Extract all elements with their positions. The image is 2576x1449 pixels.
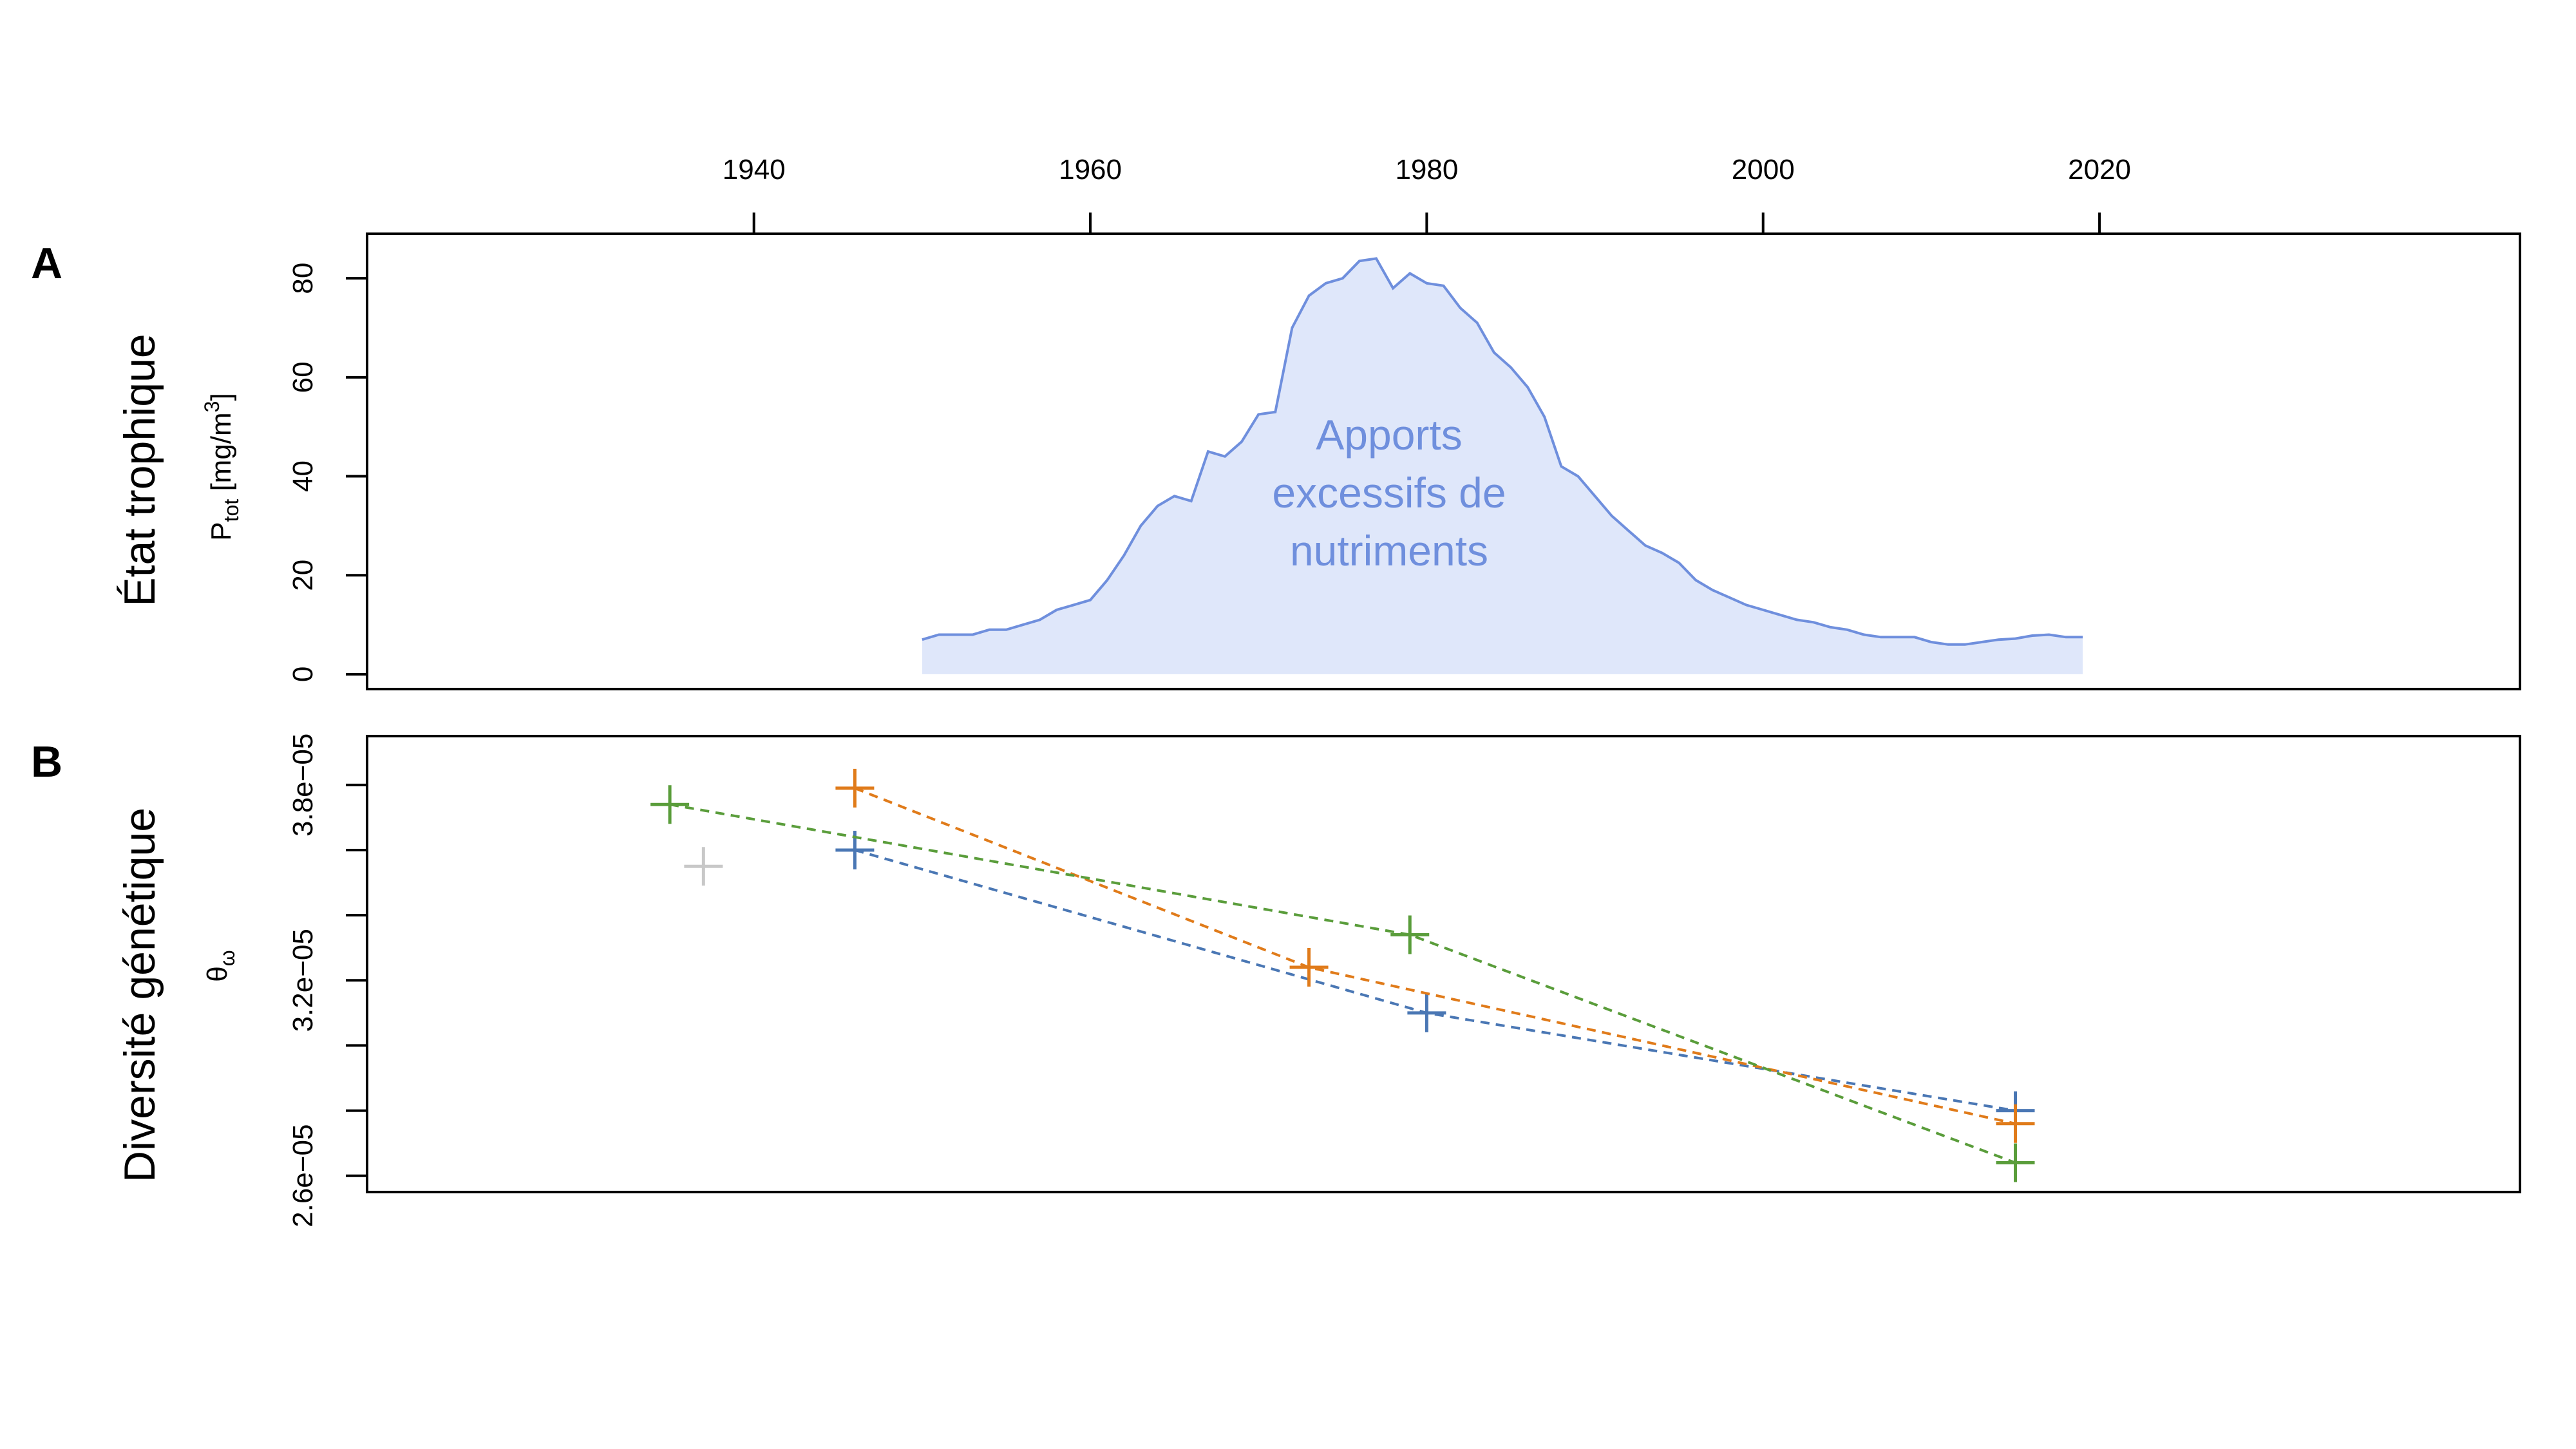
series-1-point-2	[1996, 1104, 2035, 1143]
annotation-line-2: excessifs de	[1272, 469, 1506, 516]
series-2-point-2	[1996, 1143, 2035, 1182]
phosphorus-area	[922, 258, 2083, 674]
b-y-tick-label-3: 3.2e−05	[287, 929, 319, 1032]
unit-a-sup: 3	[200, 401, 223, 413]
x-tick-label-2020: 2020	[2068, 154, 2131, 185]
panel-a-frame	[366, 232, 2521, 690]
panel-b-unit-label: θω	[202, 950, 239, 981]
a-y-tick-label-60: 60	[287, 361, 319, 393]
panel-b-plot: 2.6e−05 3.2e−05 3.8e−05	[287, 734, 2035, 1227]
b-y-tick-label-6: 3.8e−05	[287, 734, 319, 837]
panel-a-ylabel: État trophique	[115, 334, 164, 606]
panel-a-plot: 0 20 40 60 80 Apports excessifs de nutriments	[287, 257, 2083, 682]
unit-b-base: θ	[202, 966, 233, 981]
x-tick-label-1960: 1960	[1059, 154, 1122, 185]
x-tick-label-1980: 1980	[1395, 154, 1458, 185]
panel-a-letter: A	[31, 239, 62, 288]
x-tick-label-2000: 2000	[1732, 154, 1795, 185]
series-2-point-1	[1390, 915, 1430, 954]
a-y-tick-label-40: 40	[287, 460, 319, 492]
unit-a-close: ]	[205, 393, 237, 401]
b-y-tick-label-0: 2.6e−05	[287, 1124, 319, 1227]
panel-b-letter: B	[31, 737, 62, 786]
series-1-line	[854, 787, 2016, 1125]
phosphorus-line	[922, 257, 2083, 646]
a-y-tick-label-0: 0	[287, 667, 319, 682]
a-y-tick-label-20: 20	[287, 560, 319, 591]
panel-b-ylabel: Diversité génétique	[115, 808, 164, 1182]
series-3-point-0	[684, 847, 723, 886]
unit-a-unit: [mg/m	[205, 412, 237, 491]
unit-a-space	[205, 491, 237, 499]
series-2-point-0	[650, 785, 690, 824]
unit-a-sub: tot	[220, 499, 243, 522]
series-1-point-1	[1289, 948, 1329, 987]
unit-b-sub: ω	[216, 950, 239, 966]
unit-a-base: P	[205, 522, 237, 540]
series-2-line	[669, 803, 2016, 1164]
series-0-line	[854, 849, 2016, 1112]
x-tick-label-1940: 1940	[723, 154, 786, 185]
annotation-line-3: nutriments	[1290, 527, 1488, 574]
series-1-point-0	[835, 768, 875, 808]
panel-b-frame	[366, 735, 2521, 1193]
a-y-tick-label-80: 80	[287, 263, 319, 294]
panel-a-unit-label: Ptot [mg/m3]	[200, 393, 243, 540]
series-0-point-1	[1407, 993, 1446, 1032]
annotation-line-1: Apports	[1316, 411, 1462, 459]
top-x-axis: 1940 1960 1980 2000 2020	[723, 154, 2131, 234]
